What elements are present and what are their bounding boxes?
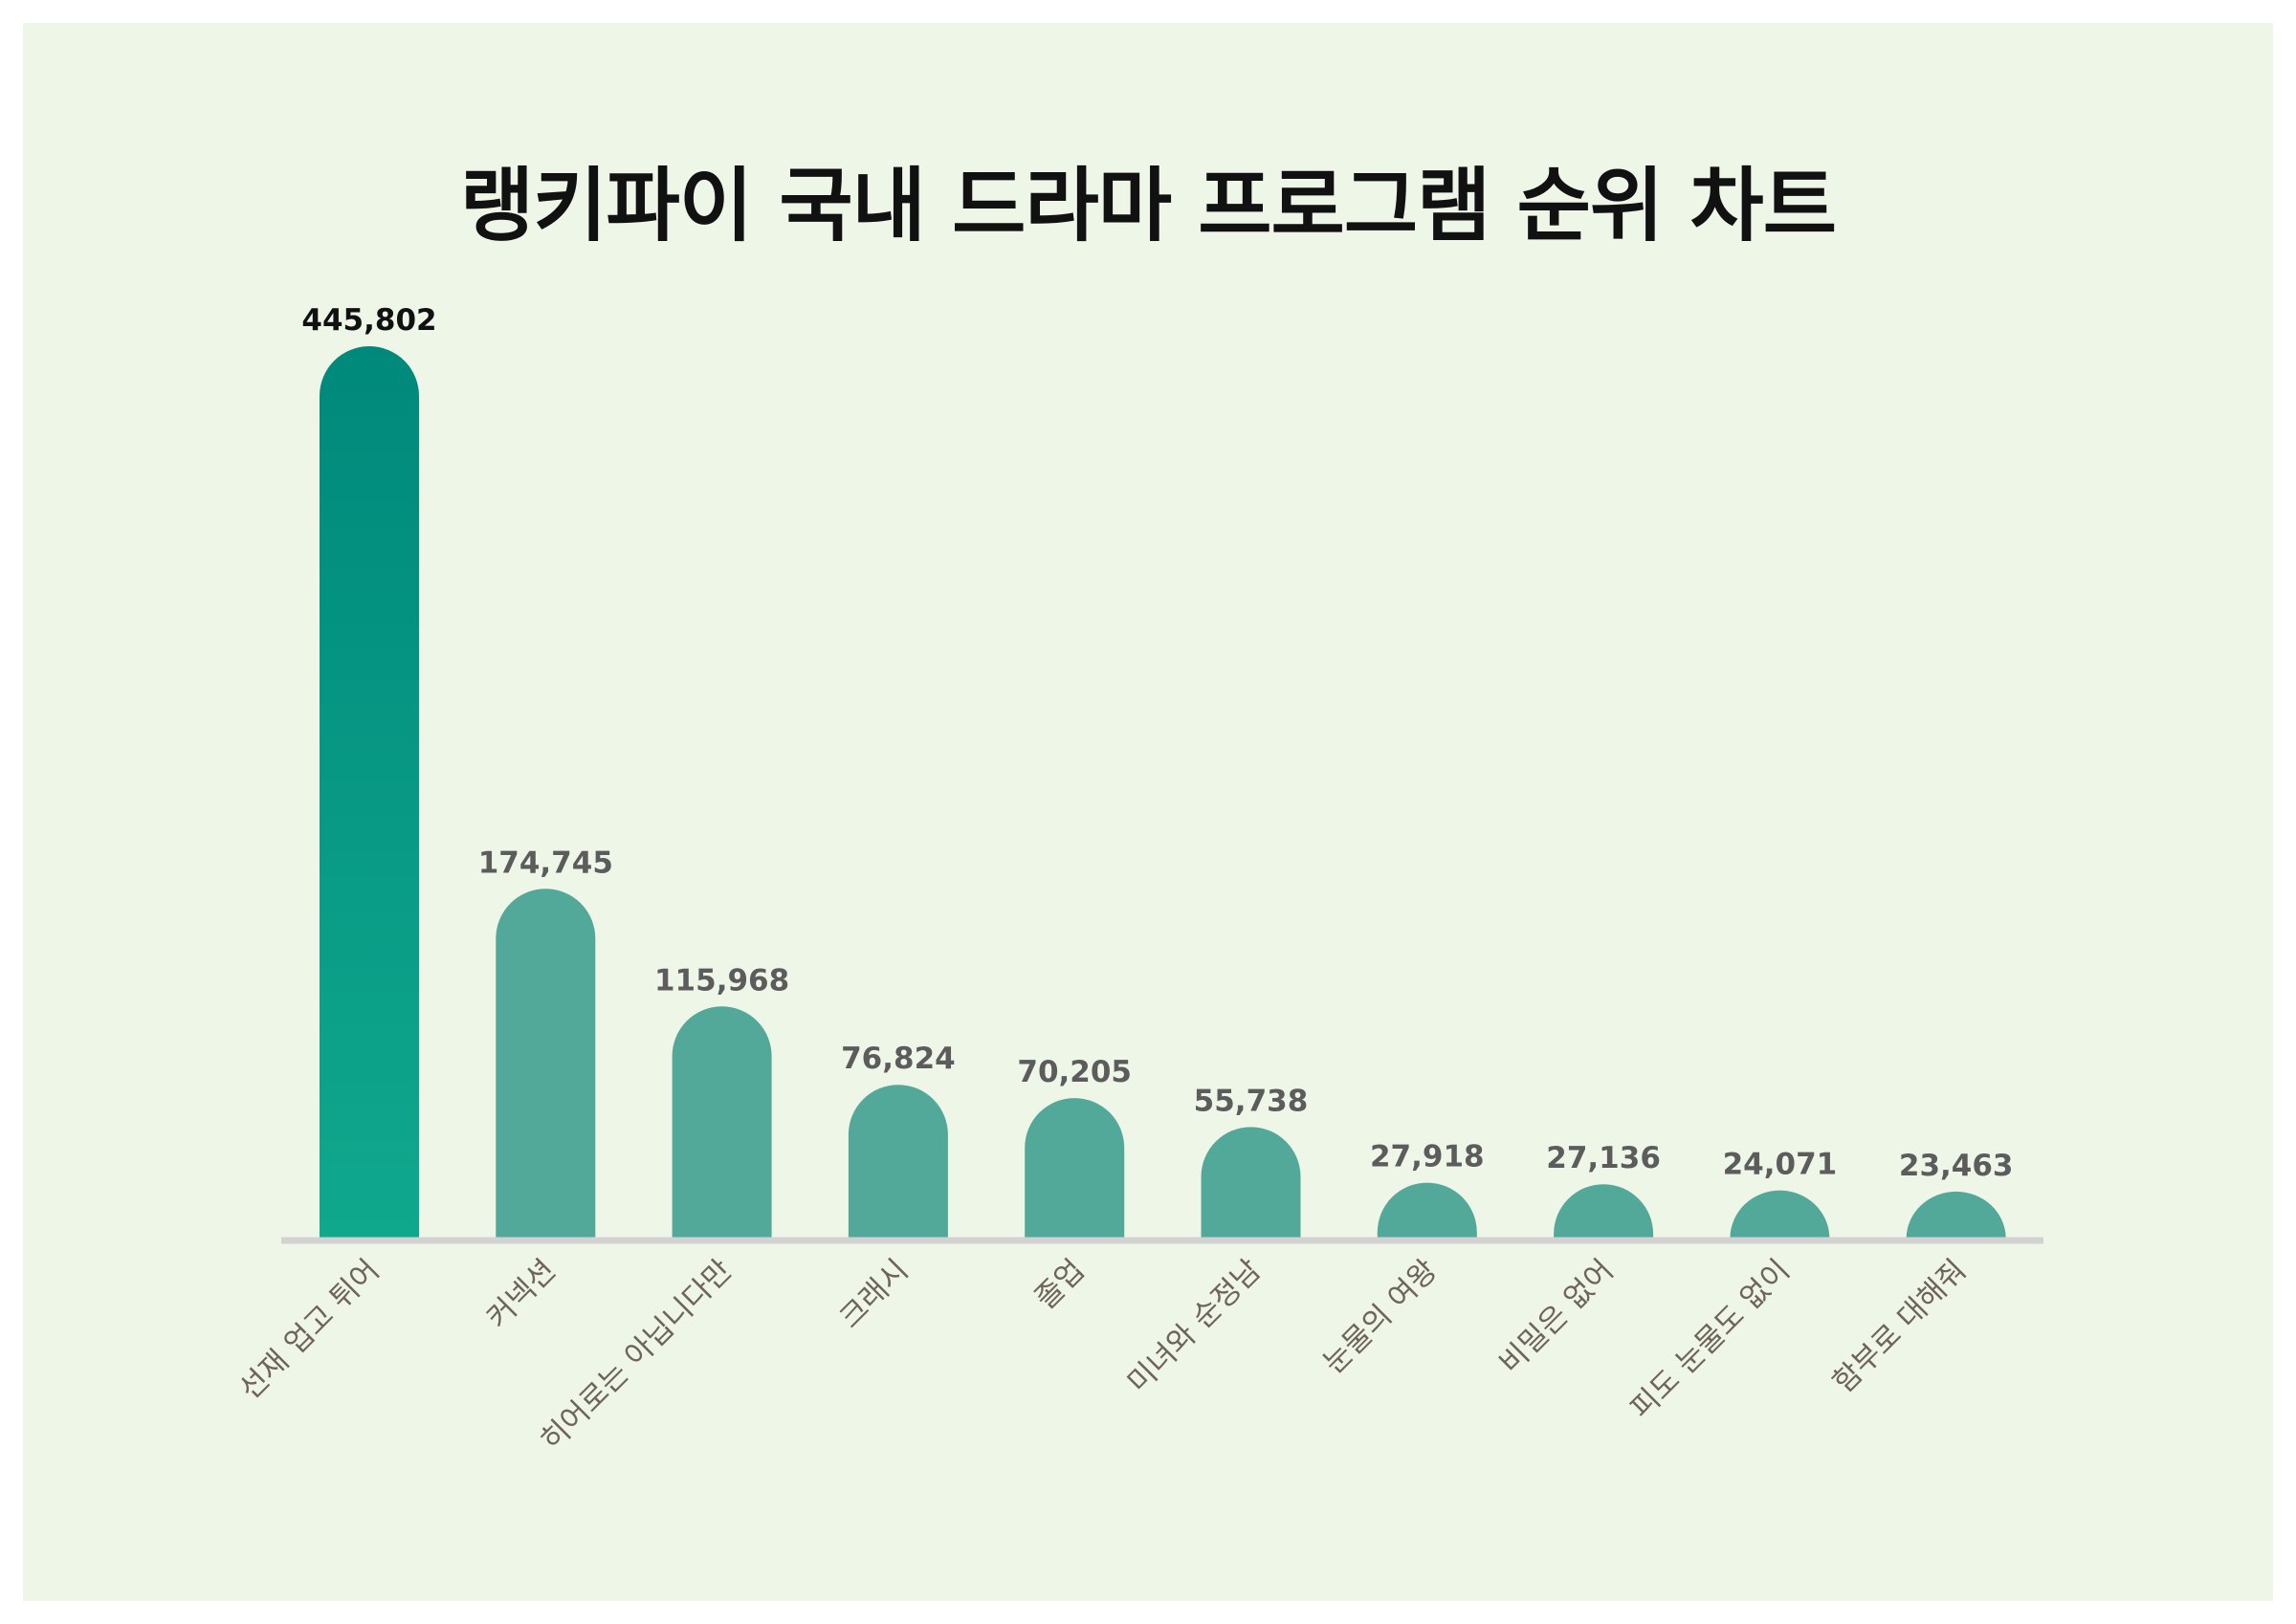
bar-2 [496,889,596,1239]
category-label-7: 눈물의 여왕 [1316,1253,1444,1380]
value-label-7: 27,918 [1370,1140,1485,1174]
chart-title: 랭키파이 국내 드라마 프로그램 순위 차트 [460,159,1837,252]
value-label-9: 24,071 [1723,1148,1838,1182]
value-label-5: 70,205 [1017,1055,1132,1089]
category-label-9: 피도 눈물도 없이 [1623,1253,1797,1426]
value-label-1: 445,802 [301,303,436,338]
value-label-8: 27,136 [1546,1141,1661,1175]
bar-10 [1906,1191,2006,1239]
category-label-10: 함부로 대해줘 [1826,1253,1973,1399]
value-label-3: 115,968 [654,963,789,998]
value-label-10: 23,463 [1899,1149,2014,1183]
value-label-4: 76,824 [841,1042,956,1076]
value-label-6: 55,738 [1194,1084,1309,1118]
category-label-1: 선재 업고 튀어 [232,1253,386,1406]
value-label-2: 174,745 [478,845,613,880]
category-label-4: 크래시 [833,1253,916,1335]
category-label-2: 커넥션 [480,1253,563,1335]
bar-3 [672,1006,772,1239]
category-label-8: 비밀은 없어 [1492,1253,1620,1380]
category-label-5: 졸업 [1028,1253,1092,1316]
bar-1 [320,346,419,1239]
bar-6 [1201,1127,1301,1239]
bar-4 [848,1085,948,1239]
category-label-3: 히어로는 아닙니다만 [534,1253,739,1458]
bar-7 [1377,1182,1477,1239]
bar-5 [1025,1098,1125,1239]
bar-8 [1554,1184,1654,1239]
bar-9 [1730,1190,1830,1239]
category-label-6: 미녀와 순정남 [1121,1253,1268,1399]
